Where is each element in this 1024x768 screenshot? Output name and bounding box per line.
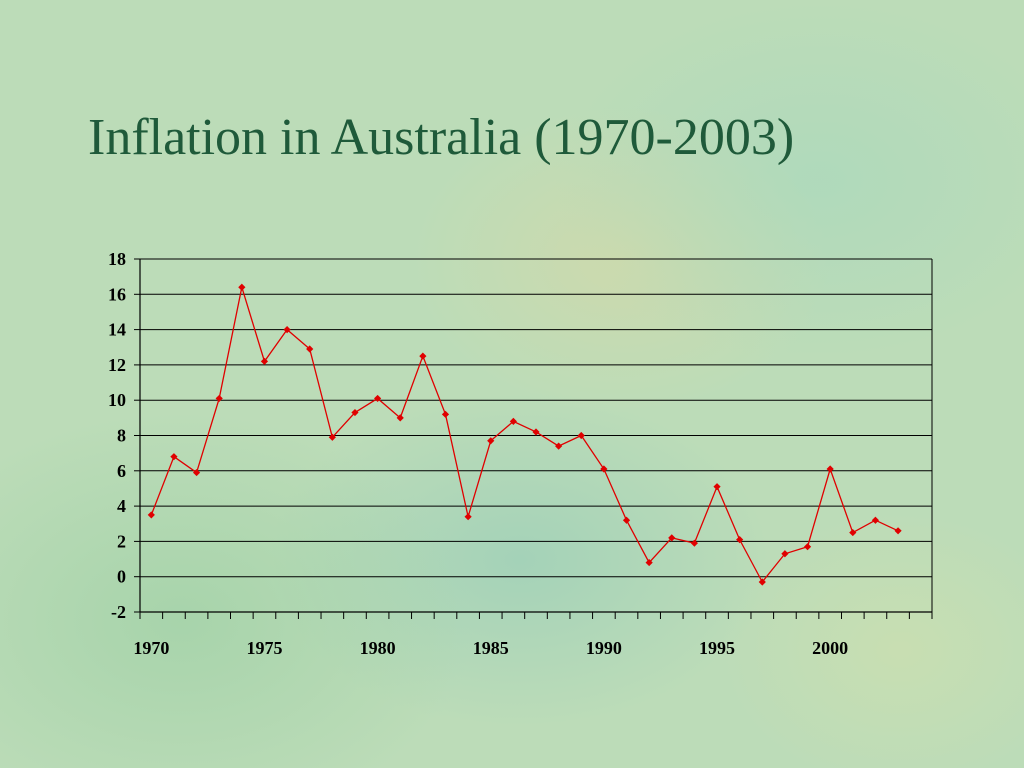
y-tick-label: 2 xyxy=(117,531,126,551)
data-point-marker xyxy=(871,516,880,524)
data-point-marker xyxy=(487,437,495,445)
data-point-marker xyxy=(283,326,291,334)
data-point-marker xyxy=(464,513,472,521)
data-point-marker xyxy=(555,442,563,450)
data-point-marker xyxy=(849,528,857,537)
data-point-marker xyxy=(736,536,744,544)
data-point-marker xyxy=(826,465,834,473)
chart-axes xyxy=(134,258,933,619)
data-point-marker xyxy=(351,408,359,417)
data-point-marker xyxy=(306,345,314,353)
y-tick-label: 12 xyxy=(108,355,126,375)
y-tick-label: 6 xyxy=(117,461,126,481)
y-tick-label: 14 xyxy=(108,320,126,340)
x-tick-label: 1990 xyxy=(586,638,622,658)
x-tick-label: 1980 xyxy=(360,638,396,658)
y-tick-label: 8 xyxy=(117,426,126,446)
grid-lines xyxy=(140,258,932,613)
data-point-marker xyxy=(690,539,698,547)
data-point-marker xyxy=(668,534,676,542)
y-tick-label: -2 xyxy=(111,602,126,622)
data-point-marker xyxy=(577,431,585,440)
x-tick-label: 1975 xyxy=(246,638,282,658)
y-tick-label: 16 xyxy=(108,284,126,304)
x-tick-label: 1995 xyxy=(699,638,735,658)
data-point-marker xyxy=(260,357,269,365)
data-point-marker xyxy=(713,483,721,491)
data-point-marker xyxy=(396,414,404,422)
x-tick-label: 1970 xyxy=(133,638,169,658)
data-point-marker xyxy=(758,578,766,586)
data-point-marker xyxy=(147,511,155,519)
x-tick-label: 2000 xyxy=(812,638,848,658)
data-point-marker xyxy=(645,558,653,567)
data-point-marker xyxy=(600,465,608,473)
data-point-marker xyxy=(894,527,902,535)
inflation-series-line xyxy=(150,287,899,584)
y-tick-label: 10 xyxy=(108,390,126,410)
y-tick-label: 18 xyxy=(108,249,126,269)
data-point-marker xyxy=(622,516,631,524)
series-layer xyxy=(147,283,902,586)
y-tick-label: 4 xyxy=(117,496,126,516)
data-point-marker xyxy=(238,283,246,291)
data-point-marker xyxy=(215,394,223,403)
tick-labels: -2 0 2 4 6 8 10 12 14 16 18 1970 1975 1980 1985 1990 199… xyxy=(108,249,848,658)
data-point-marker xyxy=(419,352,427,360)
data-point-marker xyxy=(170,453,178,461)
data-point-marker xyxy=(192,468,201,477)
slide-title: Inflation in Australia (1970-2003) xyxy=(88,109,795,166)
data-point-marker xyxy=(509,417,517,425)
data-point-marker xyxy=(374,394,382,403)
y-tick-label: 0 xyxy=(117,567,126,587)
data-point-marker xyxy=(441,410,450,418)
data-point-marker xyxy=(532,428,540,436)
data-point-marker xyxy=(328,433,336,441)
x-tick-label: 1985 xyxy=(473,638,509,658)
data-point-marker xyxy=(781,550,789,558)
data-point-marker xyxy=(803,543,812,551)
